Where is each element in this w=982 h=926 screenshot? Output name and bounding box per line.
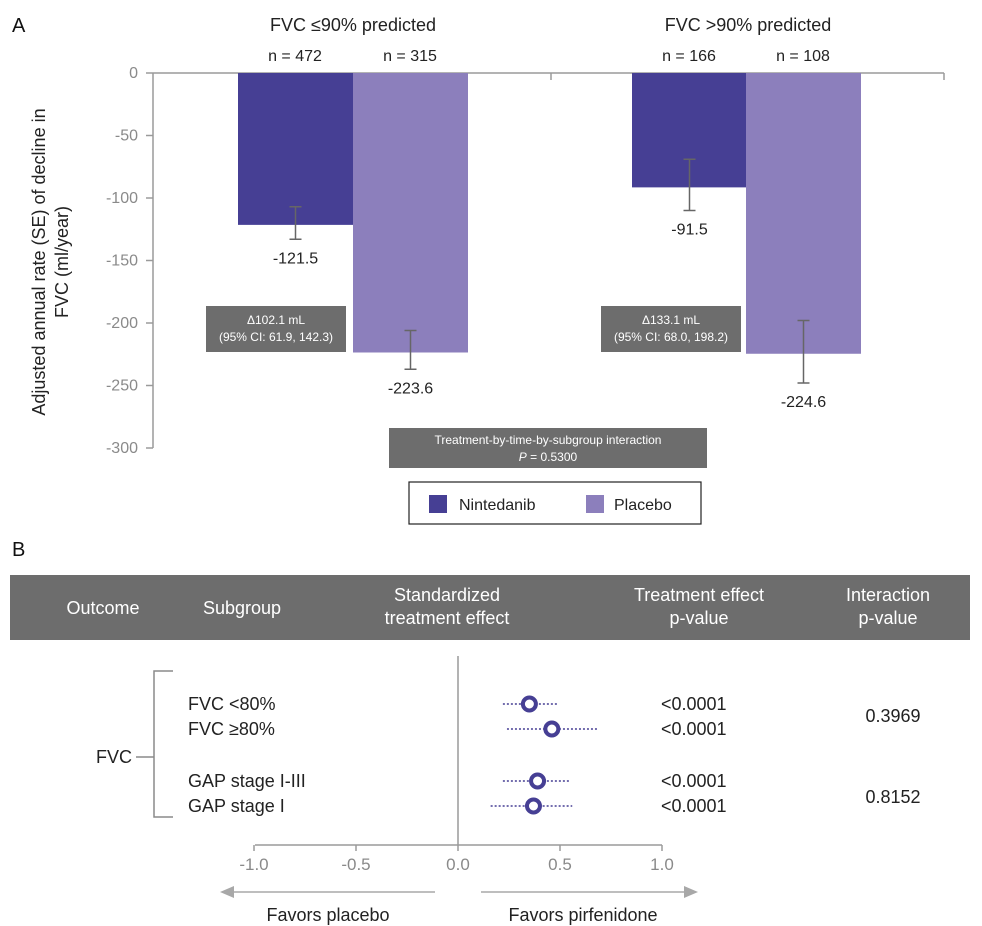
x-tick-label: 0.0: [446, 855, 470, 874]
header-effect-line1: Standardized: [394, 585, 500, 605]
legend-label-nintedanib: Nintedanib: [459, 497, 536, 514]
header-interaction-line2: p-value: [858, 608, 917, 628]
y-tick-label: -250: [106, 378, 138, 395]
legend-swatch-nintedanib: [429, 495, 447, 513]
treatment-pvalue: <0.0001: [661, 694, 727, 714]
subgroup-label: FVC ≥80%: [188, 719, 275, 739]
group2-n-placebo: n = 108: [776, 48, 830, 65]
legend-label-placebo: Placebo: [614, 497, 672, 514]
group2-title: FVC >90% predicted: [665, 15, 832, 35]
delta-group2-line1: Δ133.1 mL: [642, 313, 700, 327]
bar-value-label: -224.6: [781, 394, 826, 411]
x-tick-label: -0.5: [341, 855, 370, 874]
favors-pirfenidone-label: Favors pirfenidone: [508, 905, 657, 925]
delta-box-group2: [601, 306, 741, 352]
favors-placebo-label: Favors placebo: [266, 905, 389, 925]
treatment-pvalue: <0.0001: [661, 771, 727, 791]
effect-point: [529, 772, 547, 790]
x-tick-label: 1.0: [650, 855, 674, 874]
y-tick-label: 0: [129, 65, 138, 82]
bar-value-label: -223.6: [388, 380, 433, 397]
subgroup-label: GAP stage I: [188, 796, 285, 816]
header-pvalue-line2: p-value: [669, 608, 728, 628]
y-tick-label: -300: [106, 440, 138, 457]
effect-point: [520, 695, 538, 713]
y-axis-label-line2: FVC (ml/year): [52, 206, 72, 318]
bar-placebo-group1: [353, 73, 468, 353]
interaction-pvalue-gap: 0.8152: [865, 787, 920, 807]
header-effect-line2: treatment effect: [385, 608, 510, 628]
interaction-p-value: P = 0.5300: [519, 450, 578, 464]
bar-value-label: -91.5: [671, 222, 708, 239]
subgroup-label: GAP stage I-III: [188, 771, 306, 791]
effect-point: [543, 720, 561, 738]
interaction-box: [389, 428, 707, 468]
delta-group1-line2: (95% CI: 61.9, 142.3): [219, 330, 333, 344]
group2-n-nintedanib: n = 166: [662, 48, 716, 65]
header-outcome: Outcome: [66, 598, 139, 618]
y-tick-label: -50: [115, 128, 138, 145]
effect-point: [524, 797, 542, 815]
y-tick-label: -100: [106, 190, 138, 207]
interaction-pvalue-fvc: 0.3969: [865, 706, 920, 726]
bar-placebo-group2: [746, 73, 861, 354]
treatment-pvalue: <0.0001: [661, 719, 727, 739]
legend-box: [408, 481, 702, 525]
y-tick-label: -200: [106, 315, 138, 332]
delta-group1-line1: Δ102.1 mL: [247, 313, 305, 327]
interaction-line1: Treatment-by-time-by-subgroup interactio…: [435, 433, 662, 447]
treatment-pvalue: <0.0001: [661, 796, 727, 816]
favors-pirfenidone-arrowhead: [684, 886, 698, 898]
delta-group2-line2: (95% CI: 68.0, 198.2): [614, 330, 728, 344]
header-pvalue-line1: Treatment effect: [634, 585, 764, 605]
bar-nintedanib-group1: [238, 73, 353, 225]
subgroup-bracket: [153, 670, 173, 818]
panel-b-letter: B: [12, 539, 25, 561]
x-tick-label: 0.5: [548, 855, 572, 874]
table-header: [10, 575, 970, 640]
x-tick-label: -1.0: [239, 855, 268, 874]
header-interaction-line1: Interaction: [846, 585, 930, 605]
delta-box-group1: [206, 306, 346, 352]
header-subgroup: Subgroup: [203, 598, 281, 618]
favors-placebo-arrowhead: [220, 886, 234, 898]
panel-a-letter: A: [12, 15, 26, 37]
group1-n-nintedanib: n = 472: [268, 48, 322, 65]
subgroup-label: FVC <80%: [188, 694, 276, 714]
outcome-label: FVC: [96, 747, 132, 767]
bar-value-label: -121.5: [273, 250, 318, 267]
y-tick-label: -150: [106, 253, 138, 270]
y-axis-label-line1: Adjusted annual rate (SE) of decline in: [29, 108, 49, 415]
group1-title: FVC ≤90% predicted: [270, 15, 436, 35]
group1-n-placebo: n = 315: [383, 48, 437, 65]
legend-swatch-placebo: [586, 495, 604, 513]
